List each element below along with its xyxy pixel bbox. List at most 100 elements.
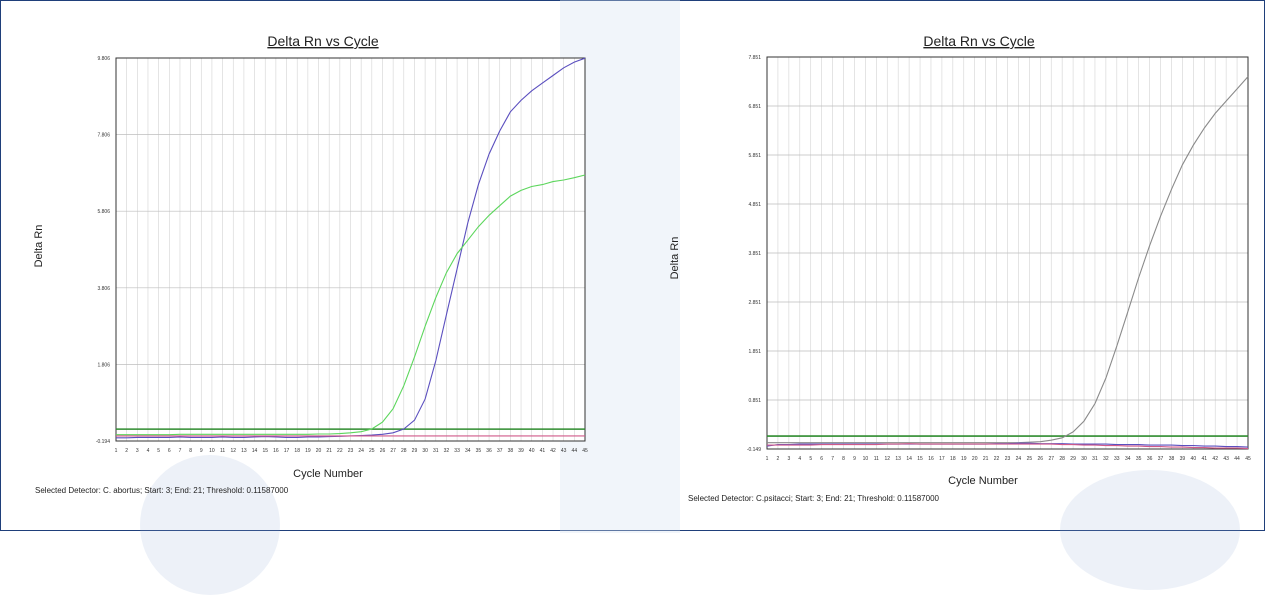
x-tick-label: 34 — [1125, 456, 1131, 462]
x-tick-label: 9 — [200, 448, 203, 454]
x-tick-label: 19 — [305, 448, 311, 454]
x-axis-label: Cycle Number — [293, 468, 363, 480]
x-tick-label: 27 — [390, 448, 396, 454]
x-tick-label: 21 — [326, 448, 332, 454]
x-tick-label: 12 — [230, 448, 236, 454]
x-tick-label: 29 — [1070, 456, 1076, 462]
y-tick-label: 0.851 — [748, 398, 761, 404]
x-tick-label: 10 — [863, 456, 869, 462]
x-tick-label: 22 — [994, 456, 1000, 462]
x-tick-label: 4 — [798, 456, 801, 462]
y-tick-label: 3.806 — [97, 286, 110, 292]
x-tick-label: 5 — [157, 448, 160, 454]
x-tick-label: 41 — [540, 448, 546, 454]
x-tick-label: 34 — [465, 448, 471, 454]
chart-title: Delta Rn vs Cycle — [267, 33, 378, 49]
x-tick-label: 14 — [252, 448, 258, 454]
x-tick-label: 13 — [241, 448, 247, 454]
plot-border — [766, 56, 1249, 450]
x-axis-label: Cycle Number — [948, 475, 1018, 487]
y-tick-label: 2.851 — [748, 300, 761, 306]
y-tick-label: 7.806 — [97, 133, 110, 139]
x-tick-label: 6 — [168, 448, 171, 454]
x-tick-label: 8 — [842, 456, 845, 462]
x-tick-label: 26 — [1038, 456, 1044, 462]
x-tick-label: 44 — [1234, 456, 1240, 462]
y-tick-label: -0.149 — [747, 447, 761, 453]
x-tick-label: 10 — [209, 448, 215, 454]
x-tick-label: 20 — [316, 448, 322, 454]
plot-border — [115, 57, 586, 442]
y-tick-label: 3.851 — [748, 251, 761, 257]
series-line-2 — [767, 443, 1249, 450]
x-tick-label: 15 — [262, 448, 268, 454]
y-tick-label: 1.806 — [97, 362, 110, 368]
x-tick-label: 1 — [115, 448, 118, 454]
x-tick-label: 1 — [766, 456, 769, 462]
x-tick-label: 37 — [497, 448, 503, 454]
x-tick-label: 15 — [917, 456, 923, 462]
x-tick-label: 8 — [189, 448, 192, 454]
x-tick-label: 24 — [358, 448, 364, 454]
x-tick-label: 30 — [422, 448, 428, 454]
chart-c-psitacci: -0.149 0.851 1.851 2.851 3.851 4.851 5.851 6.85… — [669, 33, 1251, 487]
y-tick-label: 7.851 — [748, 55, 761, 61]
x-tick-label: 25 — [1027, 456, 1033, 462]
x-tick-label: 31 — [1092, 456, 1098, 462]
x-tick-label: 2 — [777, 456, 780, 462]
x-tick-label: 23 — [1005, 456, 1011, 462]
x-tick-label: 39 — [518, 448, 524, 454]
x-tick-label: 16 — [273, 448, 279, 454]
y-tick-label: 1.851 — [748, 349, 761, 355]
x-tick-label: 21 — [983, 456, 989, 462]
x-tick-label: 2 — [125, 448, 128, 454]
y-tick-label: 5.806 — [97, 209, 110, 215]
x-tick-label: 4 — [147, 448, 150, 454]
x-tick-label: 33 — [454, 448, 460, 454]
x-tick-label: 3 — [787, 456, 790, 462]
x-tick-label: 32 — [444, 448, 450, 454]
x-tick-label: 37 — [1158, 456, 1164, 462]
x-tick-label: 17 — [284, 448, 290, 454]
x-tick-label: 27 — [1048, 456, 1054, 462]
x-tick-label: 25 — [369, 448, 375, 454]
x-tick-label: 17 — [939, 456, 945, 462]
x-tick-label: 26 — [380, 448, 386, 454]
figure-frame — [0, 0, 1265, 531]
x-tick-label: 19 — [961, 456, 967, 462]
x-tick-label: 45 — [1245, 456, 1251, 462]
y-axis-label: Delta Rn — [33, 225, 45, 268]
x-tick-label: 7 — [179, 448, 182, 454]
x-tick-label: 32 — [1103, 456, 1109, 462]
x-tick-label: 24 — [1016, 456, 1022, 462]
chart-title: Delta Rn vs Cycle — [923, 33, 1034, 49]
y-tick-label: 5.851 — [748, 153, 761, 159]
x-tick-label: 22 — [337, 448, 343, 454]
x-tick-label: 45 — [582, 448, 588, 454]
x-tick-label: 16 — [928, 456, 934, 462]
x-tick-label: 30 — [1081, 456, 1087, 462]
x-tick-label: 5 — [809, 456, 812, 462]
x-tick-label: 12 — [884, 456, 890, 462]
x-tick-label: 41 — [1201, 456, 1207, 462]
x-tick-label: 39 — [1180, 456, 1186, 462]
y-tick-label: 4.851 — [748, 202, 761, 208]
x-tick-label: 35 — [476, 448, 482, 454]
x-tick-label: 9 — [853, 456, 856, 462]
x-tick-label: 43 — [1223, 456, 1229, 462]
x-tick-label: 18 — [294, 448, 300, 454]
x-tick-label: 13 — [895, 456, 901, 462]
x-tick-label: 31 — [433, 448, 439, 454]
x-tick-label: 38 — [508, 448, 514, 454]
x-tick-label: 36 — [486, 448, 492, 454]
x-tick-label: 29 — [412, 448, 418, 454]
y-tick-label: 6.851 — [748, 104, 761, 110]
x-tick-label: 11 — [874, 456, 879, 462]
x-tick-label: 11 — [220, 448, 225, 454]
x-tick-label: 43 — [561, 448, 567, 454]
x-tick-label: 23 — [348, 448, 354, 454]
x-tick-label: 44 — [572, 448, 578, 454]
y-tick-label: -0.194 — [96, 439, 110, 445]
x-tick-label: 42 — [550, 448, 556, 454]
